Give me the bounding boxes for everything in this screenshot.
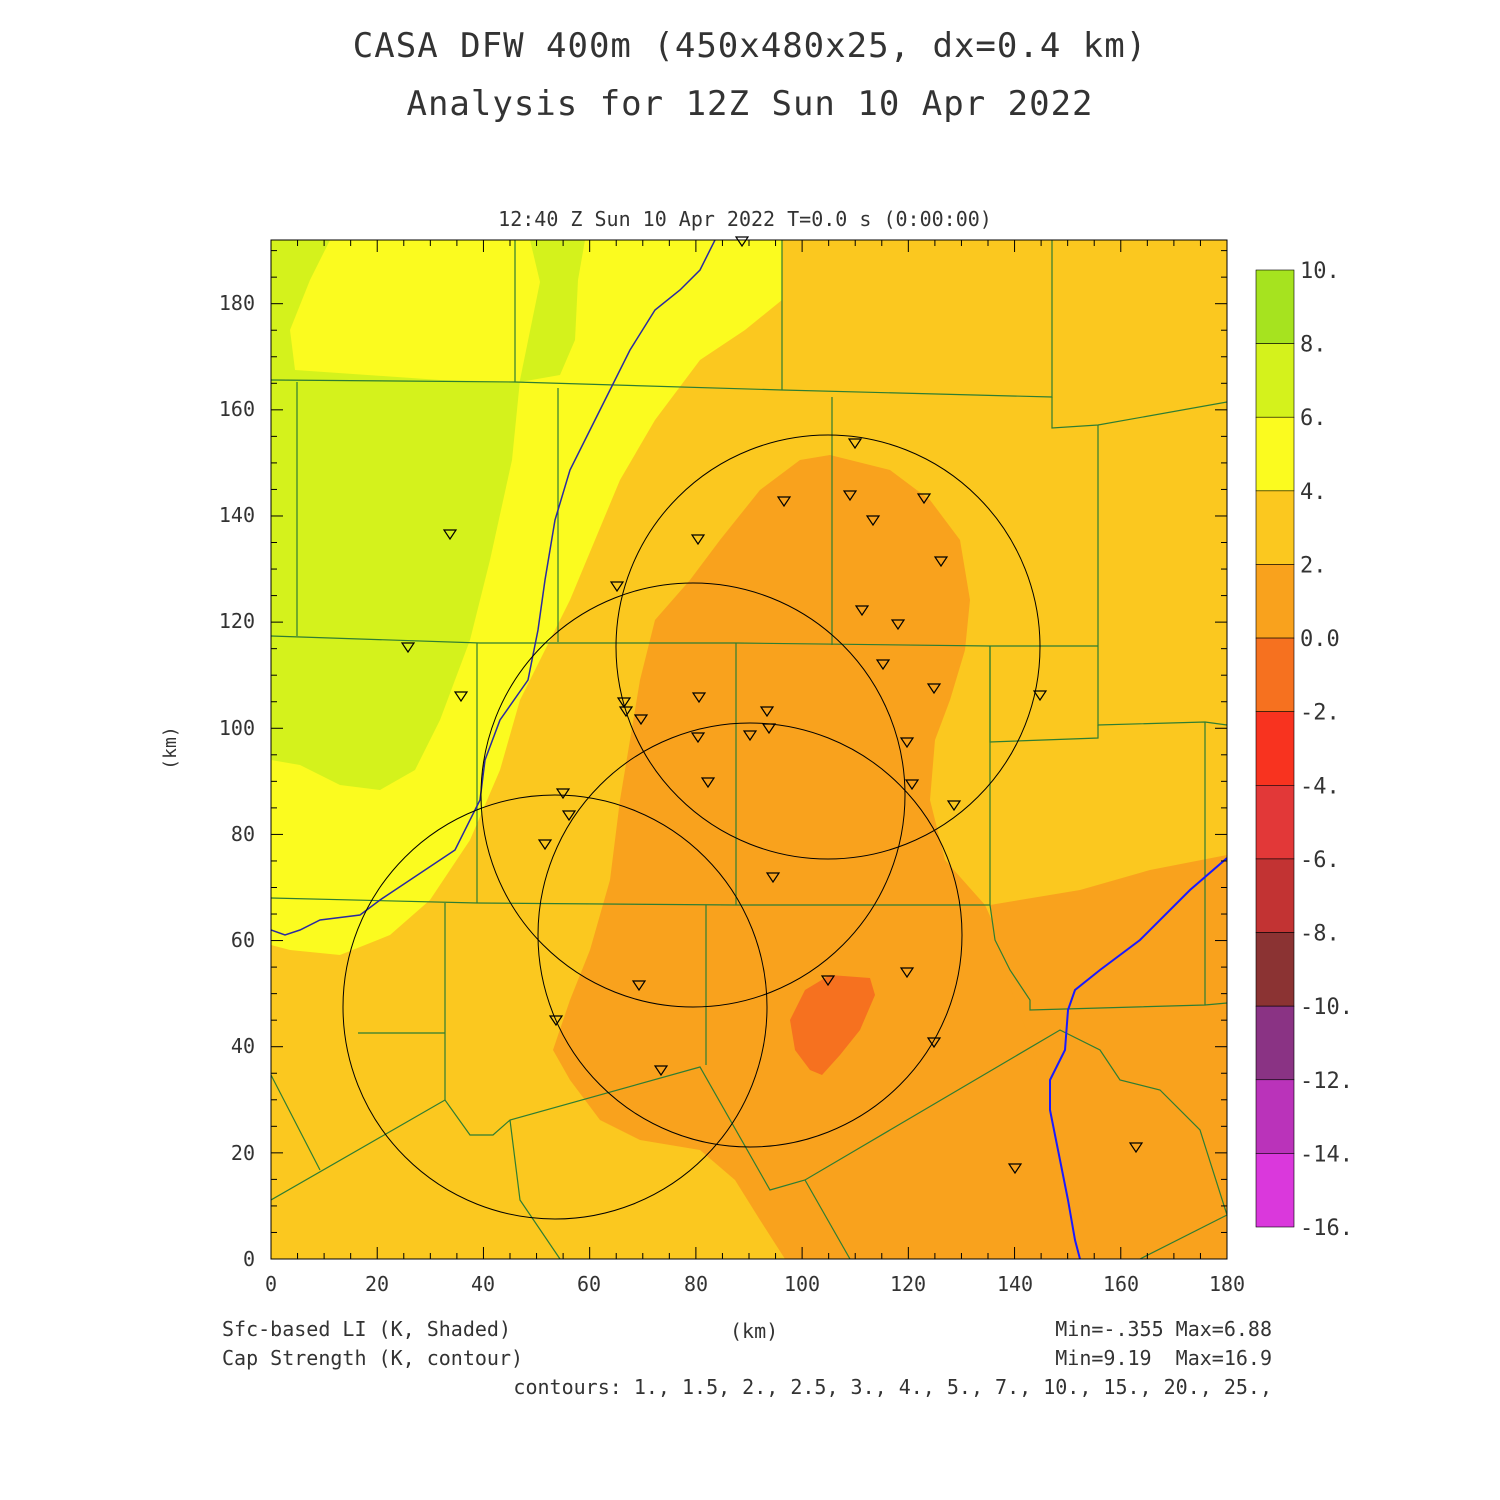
colorbar-label: -14. (1300, 1142, 1353, 1167)
colorbar-swatch (1255, 1153, 1295, 1228)
colorbar-swatch (1255, 1079, 1295, 1154)
field2-label: Cap Strength (K, contour) (222, 1346, 524, 1370)
colorbar-label: 0.0 (1300, 627, 1340, 652)
y-tick-label: 40 (231, 1034, 255, 1058)
tick-marks (270, 240, 1228, 1260)
y-tick-label: 120 (219, 609, 255, 633)
li-region-neg (790, 975, 875, 1075)
colorbar-swatch (1255, 564, 1295, 639)
colorbar-swatch (1255, 932, 1295, 1007)
colorbar-label: 8. (1300, 333, 1327, 358)
x-axis-ticks: 0 20 40 60 80 100 120 140 160 180 (265, 1272, 1245, 1296)
field1-range: Min=-.355 Max=6.88 (1055, 1317, 1272, 1341)
colorbar-label: -8. (1300, 922, 1340, 947)
y-tick-label: 20 (231, 1141, 255, 1165)
map-title: CASA DFW 400m (450x480x25, dx=0.4 km) (352, 26, 1148, 66)
colorbar-label: -4. (1300, 774, 1340, 799)
valid-time-label: 12:40 Z Sun 10 Apr 2022 T=0.0 s (0:00:00… (498, 207, 992, 231)
map-subtitle: Analysis for 12Z Sun 10 Apr 2022 (406, 84, 1094, 124)
y-tick-label: 80 (231, 822, 255, 846)
colorbar-label: -6. (1300, 848, 1340, 873)
colorbar-swatch (1255, 637, 1295, 712)
y-tick-label: 180 (219, 291, 255, 315)
x-tick-label: 120 (890, 1272, 926, 1296)
radar-rings (342, 434, 1041, 1220)
y-tick-label: 100 (219, 716, 255, 740)
station-markers (400, 236, 1144, 1175)
colorbar-swatch (1255, 711, 1295, 786)
colorbar-label: -10. (1300, 995, 1353, 1020)
x-axis-label: (km) (730, 1319, 779, 1343)
rivers (271, 240, 1227, 1259)
li-region-6-8 (271, 240, 585, 790)
li-region-0-2-east (990, 855, 1227, 1259)
colorbar-swatch (1255, 343, 1295, 418)
x-tick-label: 180 (1209, 1272, 1245, 1296)
x-tick-label: 60 (577, 1272, 601, 1296)
y-tick-label: 60 (231, 928, 255, 952)
x-tick-label: 80 (684, 1272, 708, 1296)
y-axis-ticks: 0 20 40 60 80 100 120 140 160 180 (219, 291, 255, 1271)
x-tick-label: 140 (997, 1272, 1033, 1296)
colorbar-swatch (1255, 785, 1295, 860)
colorbar-label: 4. (1300, 480, 1327, 505)
colorbar-swatch (1255, 1005, 1295, 1081)
y-tick-label: 0 (243, 1247, 255, 1271)
y-axis-label: (km) (160, 726, 181, 769)
colorbar-swatch (1255, 490, 1295, 565)
colorbar-label: -16. (1300, 1216, 1353, 1241)
colorbar-swatch (1255, 416, 1295, 492)
x-tick-label: 40 (471, 1272, 495, 1296)
county-lines (271, 240, 1227, 1259)
li-shaded-field (271, 240, 1227, 1259)
x-tick-label: 100 (784, 1272, 820, 1296)
field1-label: Sfc-based LI (K, Shaded) (222, 1317, 511, 1341)
colorbar: 10. 8. 6. 4. 2. 0.0 -2. -4. -6. -8. -10. -12. -14. -1… (1255, 259, 1353, 1241)
colorbar-swatch (1255, 269, 1295, 344)
colorbar-label: 10. (1300, 259, 1340, 284)
colorbar-label: 2. (1300, 553, 1327, 578)
field2-range: Min=9.19 Max=16.9 (1055, 1346, 1272, 1370)
x-tick-label: 160 (1103, 1272, 1139, 1296)
y-tick-label: 140 (219, 503, 255, 527)
colorbar-label: 6. (1300, 406, 1327, 431)
colorbar-swatch (1255, 858, 1295, 933)
y-tick-label: 160 (219, 397, 255, 421)
x-tick-label: 20 (365, 1272, 389, 1296)
x-tick-label: 0 (265, 1272, 277, 1296)
colorbar-label: -2. (1300, 701, 1340, 726)
colorbar-label: -12. (1300, 1069, 1353, 1094)
contours-label: contours: 1., 1.5, 2., 2.5, 3., 4., 5., … (513, 1375, 1272, 1399)
